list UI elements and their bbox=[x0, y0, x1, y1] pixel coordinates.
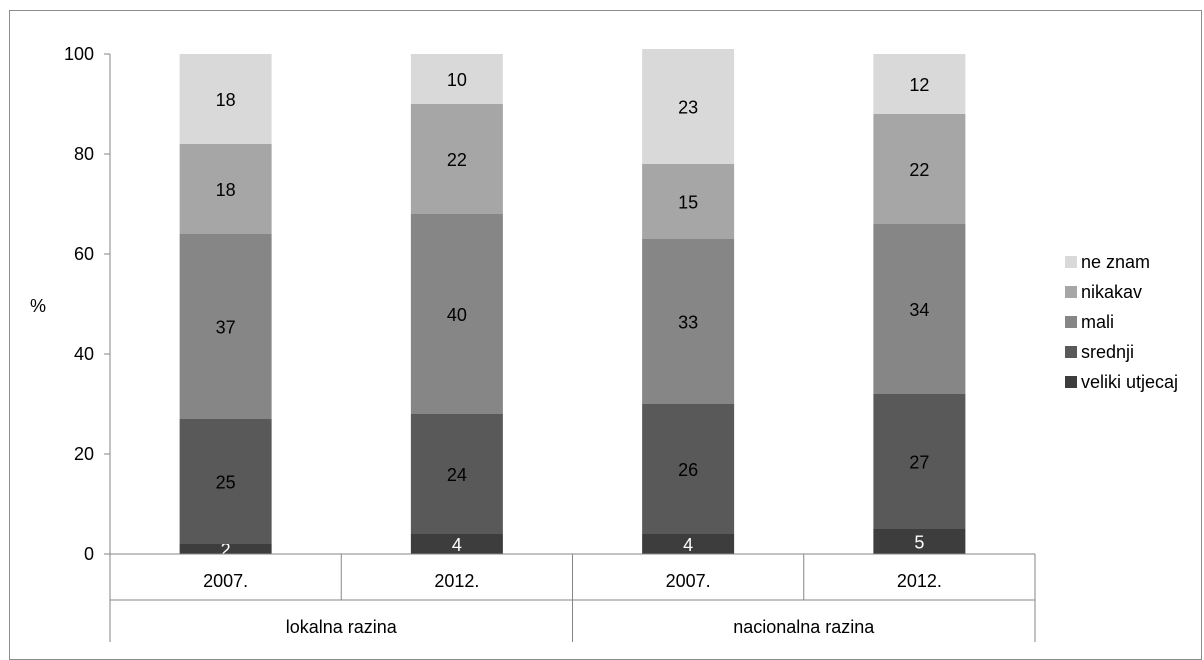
data-label: 15 bbox=[678, 193, 698, 213]
x-axis: 2007. 2012. 2007. 2012. lokalna razina nacion… bbox=[109, 553, 1036, 642]
data-label: 4 bbox=[452, 535, 462, 555]
legend-label: veliki utjecaj bbox=[1081, 372, 1178, 392]
y-tick-label: 100 bbox=[64, 44, 94, 64]
bar-segment bbox=[179, 544, 272, 554]
bar-segment bbox=[873, 114, 966, 224]
bar-segment bbox=[410, 54, 503, 104]
legend-swatch bbox=[1065, 346, 1077, 358]
data-label: 10 bbox=[447, 70, 467, 90]
y-axis-label: % bbox=[30, 296, 46, 316]
data-label: 22 bbox=[909, 160, 929, 180]
bar-segment bbox=[642, 164, 735, 239]
bar-segment bbox=[642, 49, 735, 164]
bars: 2 25 37 18 18 4 24 40 22 10 4 26 33 15 23 5 27 34 22 12 bbox=[179, 49, 966, 560]
bar-segment bbox=[873, 394, 966, 529]
data-label: 33 bbox=[678, 313, 698, 333]
data-label: 24 bbox=[447, 465, 467, 485]
data-label: 25 bbox=[216, 473, 236, 493]
bar-segment bbox=[179, 144, 272, 234]
bar-segment bbox=[410, 214, 503, 414]
x-group-label: lokalna razina bbox=[286, 617, 398, 637]
legend-swatch bbox=[1065, 286, 1077, 298]
y-tick-label: 20 bbox=[74, 444, 94, 464]
y-tick-label: 40 bbox=[74, 344, 94, 364]
y-tick-label: 80 bbox=[74, 144, 94, 164]
legend-label: ne znam bbox=[1081, 252, 1150, 272]
data-label: 26 bbox=[678, 460, 698, 480]
bar-segment bbox=[410, 534, 503, 554]
x-group-label: nacionalna razina bbox=[733, 617, 875, 637]
bar-segment bbox=[179, 234, 272, 419]
data-label: 2 bbox=[221, 540, 231, 560]
data-label: 4 bbox=[683, 535, 693, 555]
bar-segment bbox=[410, 104, 503, 214]
data-label: 18 bbox=[216, 90, 236, 110]
legend-swatch bbox=[1065, 256, 1077, 268]
bar-segment bbox=[642, 239, 735, 404]
data-label: 23 bbox=[678, 98, 698, 118]
legend-label: mali bbox=[1081, 312, 1114, 332]
x-tick-label: 2007. bbox=[666, 571, 711, 591]
bar-segment bbox=[642, 404, 735, 534]
data-label: 12 bbox=[909, 75, 929, 95]
bar-segment bbox=[410, 414, 503, 534]
data-label: 34 bbox=[909, 300, 929, 320]
bar-segment bbox=[179, 54, 272, 144]
data-label: 40 bbox=[447, 305, 467, 325]
x-tick-label: 2012. bbox=[434, 571, 479, 591]
bar-segment bbox=[873, 54, 966, 114]
x-tick-label: 2007. bbox=[203, 571, 248, 591]
legend-label: srednji bbox=[1081, 342, 1134, 362]
data-label: 22 bbox=[447, 150, 467, 170]
bar-segment bbox=[179, 419, 272, 544]
legend-swatch bbox=[1065, 316, 1077, 328]
data-label: 18 bbox=[216, 180, 236, 200]
data-label: 5 bbox=[914, 533, 924, 553]
legend-label: nikakav bbox=[1081, 282, 1142, 302]
y-tick-label: 0 bbox=[84, 544, 94, 564]
y-tick-label: 60 bbox=[74, 244, 94, 264]
bar-segment bbox=[642, 534, 735, 554]
bar-segment bbox=[873, 529, 966, 554]
legend: ne znam nikakav mali srednji veliki utjecaj bbox=[1065, 252, 1178, 392]
data-label: 37 bbox=[216, 318, 236, 338]
y-axis: 0 20 40 60 80 100 bbox=[64, 44, 111, 564]
data-label: 27 bbox=[909, 453, 929, 473]
legend-swatch bbox=[1065, 376, 1077, 388]
x-tick-label: 2012. bbox=[897, 571, 942, 591]
bar-segment bbox=[873, 224, 966, 394]
